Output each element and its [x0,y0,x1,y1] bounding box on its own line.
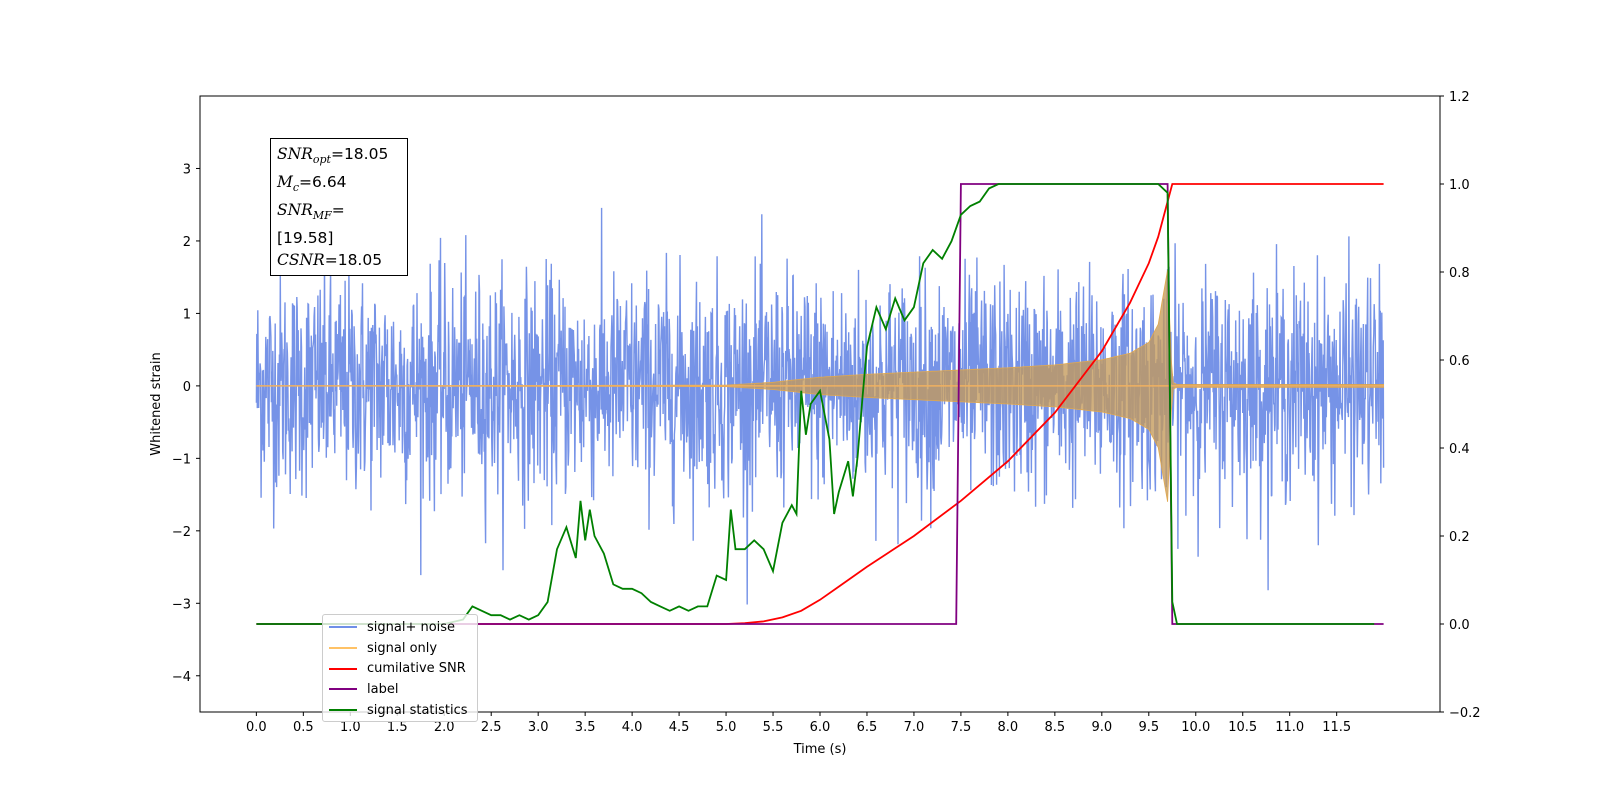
x-tick-label: 9.0 [1091,720,1112,735]
legend-swatch [329,709,357,712]
x-tick-label: 0.0 [246,720,267,735]
x-tick-label: 7.0 [904,720,925,735]
x-tick-label: 6.5 [857,720,878,735]
legend-label: signal only [367,640,438,656]
x-tick-label: 4.5 [669,720,690,735]
y-tick-label: −2 [172,525,191,540]
legend-item-signal-noise: signal+ noise [329,617,471,638]
y-tick-label: 1 [183,307,191,322]
y-tick-label: 2 [183,235,191,250]
x-axis-label: Time (s) [793,742,847,757]
x-tick-label: 1.5 [387,720,408,735]
y-axis-label: Whitened strain [149,352,164,455]
x-tick-label: 5.0 [716,720,737,735]
x-tick-label: 8.5 [1045,720,1066,735]
y2-tick-label: 0.2 [1449,530,1470,545]
legend-label: label [367,681,399,697]
x-tick-label: 8.0 [998,720,1019,735]
x-tick-label: 6.0 [810,720,831,735]
y2-tick-label: 1.2 [1449,90,1470,105]
y-tick-label: −4 [172,670,191,685]
x-tick-label: 10.5 [1228,720,1257,735]
x-tick-label: 11.0 [1275,720,1304,735]
snr-opt-line: SNRopt=18.05 [277,145,389,167]
x-axis-ticks: 0.0 0.5 1.0 1.5 2.0 2.5 3.0 3.5 4.0 4.5 5.0 5.5 6.0 6… [246,712,1351,735]
x-tick-label: 3.0 [528,720,549,735]
series-signal-noise-line [255,207,1385,605]
y2-tick-label: 0.0 [1449,618,1470,633]
y2-tick-label: 0.4 [1449,442,1470,457]
y2-tick-label: 0.6 [1449,354,1470,369]
legend-swatch [329,626,357,629]
legend-label: signal+ noise [367,619,456,635]
x-tick-label: 2.5 [481,720,502,735]
y2-tick-label: 1.0 [1449,178,1470,193]
y2-axis-ticks: 1.2 1.0 0.8 0.6 0.4 0.2 0.0 −0.2 [1440,90,1481,721]
legend-swatch [329,667,357,670]
x-tick-label: 3.5 [575,720,596,735]
series-cumilative-snr-line [256,183,1384,625]
mc-line: Mc=6.64 [277,173,347,195]
legend-item-signal-statistics: signal statistics [329,700,471,721]
snr-info-box: SNRopt=18.05 Mc=6.64 SNRMF=[19.58] CSNR=… [270,138,408,277]
plot-area [255,183,1385,625]
legend-item-cumulative-snr: cumilative SNR [329,658,471,679]
legend-label: signal statistics [367,702,468,718]
legend-swatch [329,647,357,650]
x-tick-label: 4.0 [622,720,643,735]
legend-label: cumilative SNR [367,661,466,677]
y-tick-label: −1 [172,452,191,467]
series-signal-statistics-line [256,183,1375,625]
legend: signal+ noise signal only cumilative SNR… [322,614,478,722]
y-tick-label: 0 [183,380,191,395]
y-axis-ticks: 3 2 1 0 −1 −2 −3 −4 [172,162,200,685]
x-tick-label: 5.5 [763,720,784,735]
y2-tick-label: −0.2 [1449,706,1481,721]
legend-swatch [329,688,357,691]
y-tick-label: 3 [183,162,191,177]
csnr-line: CSNR=18.05 [277,251,383,270]
x-tick-label: 0.5 [293,720,314,735]
snr-mf-line: SNRMF=[19.58] [277,201,345,248]
x-tick-label: 7.5 [951,720,972,735]
x-tick-label: 1.0 [340,720,361,735]
x-tick-label: 10.0 [1181,720,1210,735]
x-tick-label: 2.0 [434,720,455,735]
x-tick-label: 9.5 [1138,720,1159,735]
y-tick-label: −3 [172,597,191,612]
x-tick-label: 11.5 [1322,720,1351,735]
legend-item-signal-only: signal only [329,638,471,659]
legend-item-label: label [329,679,471,700]
y2-tick-label: 0.8 [1449,266,1470,281]
